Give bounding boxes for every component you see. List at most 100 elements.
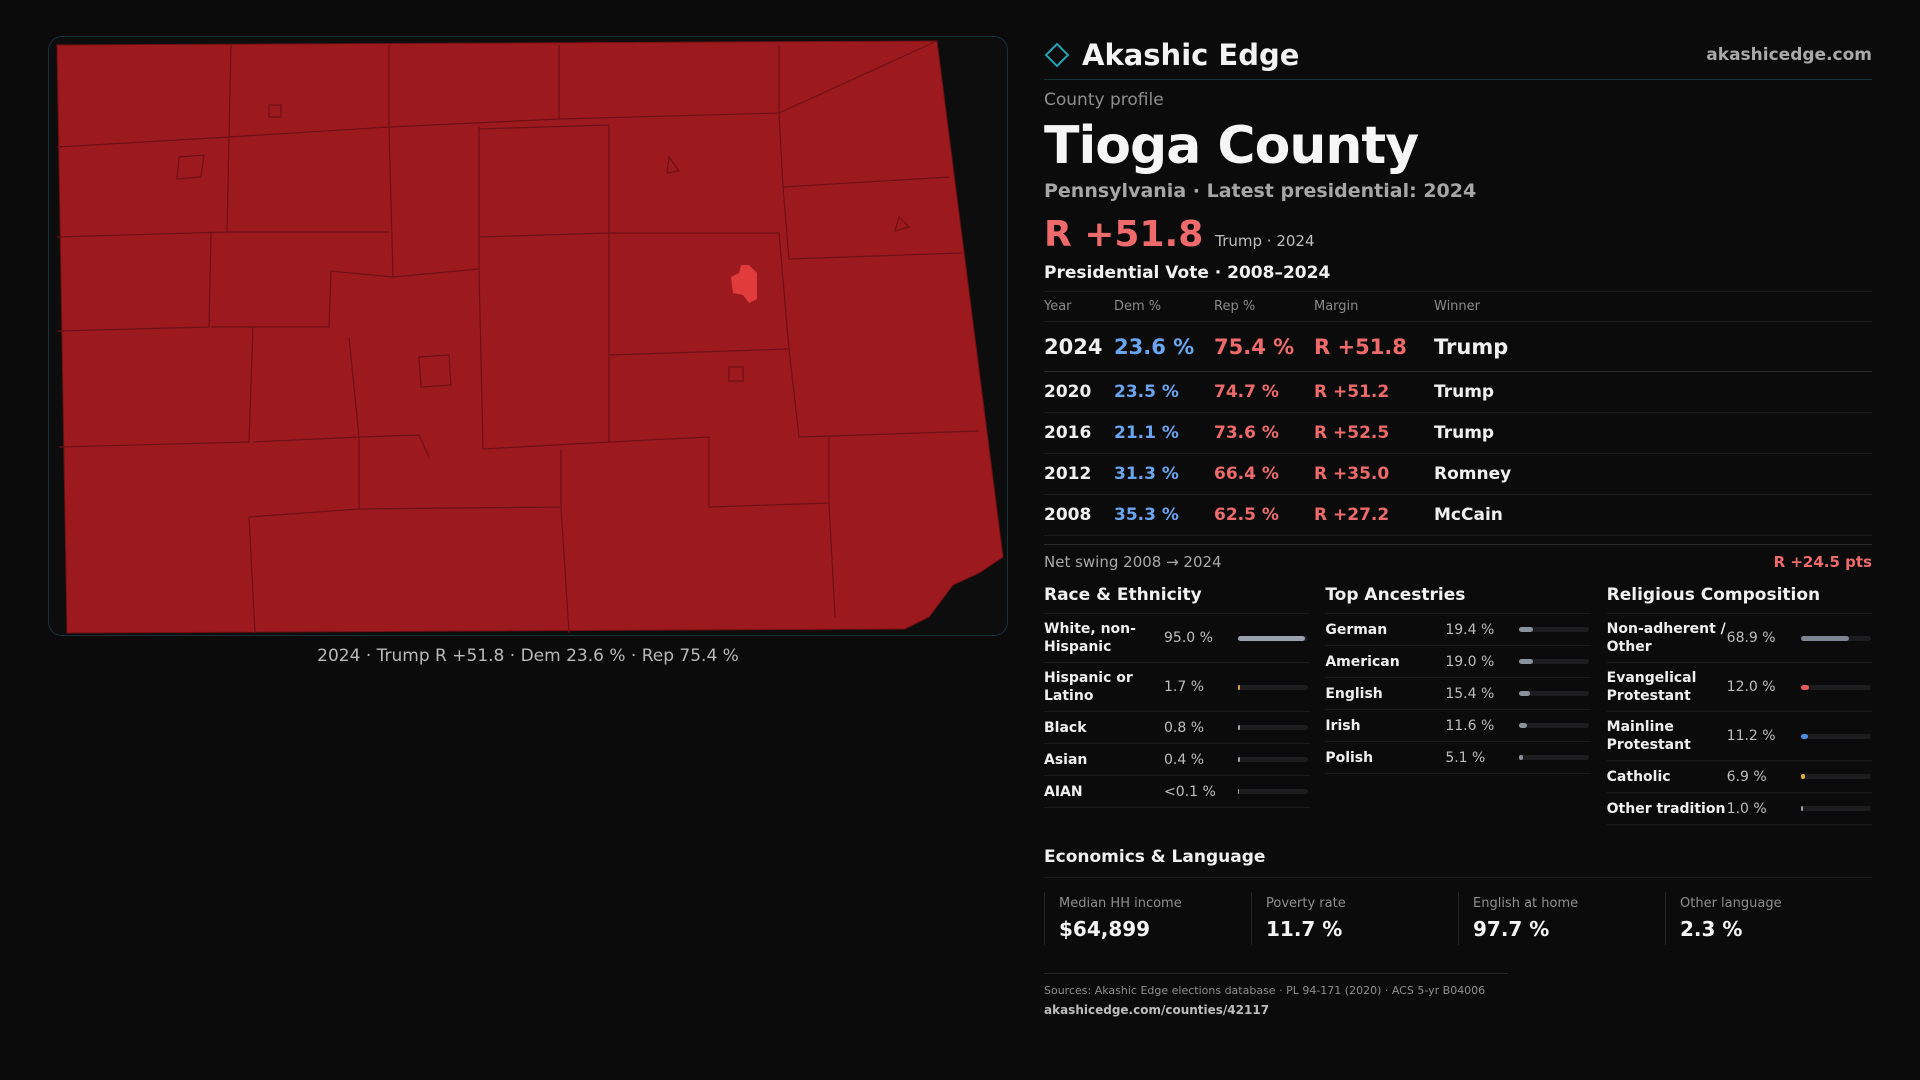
share-bar (1800, 635, 1871, 641)
margin-cell: R +51.8 (1314, 321, 1434, 372)
map-caption: 2024 · Trump R +51.8 · Dem 23.6 % · Rep … (317, 646, 739, 666)
table-row: 2008 35.3 % 62.5 % R +27.2 McCain (1044, 494, 1872, 536)
stat-label: English at home (1473, 896, 1579, 911)
share-bar (1238, 725, 1308, 730)
list-item: Irish 11.6 % (1325, 710, 1591, 742)
ancestries-section: Top Ancestries German 19.4 % American 19.0 … (1325, 585, 1591, 825)
col-header-dem: Dem % (1114, 291, 1214, 322)
winner-cell: Trump (1434, 321, 1872, 372)
footer: Sources: Akashic Edge elections database… (1044, 973, 1508, 1017)
share-bar-fill (1800, 806, 1803, 811)
stat-median-income: Median HH income $64,899 (1044, 892, 1251, 945)
item-label: Hispanic or Latino (1044, 670, 1133, 704)
col-header-winner: Winner (1434, 291, 1872, 322)
item-label: Irish (1325, 717, 1361, 734)
stat-value: 97.7 % (1473, 917, 1550, 941)
list-item: Black 0.8 % (1044, 712, 1310, 744)
economics-title: Economics & Language (1044, 847, 1872, 878)
share-bar (1238, 757, 1308, 762)
item-value: 11.6 % (1445, 717, 1495, 734)
share-bar-fill (1800, 635, 1849, 641)
winner-cell: Romney (1434, 453, 1872, 495)
subtitle: Pennsylvania · Latest presidential: 2024 (1044, 180, 1477, 202)
col-header-year: Year (1044, 291, 1114, 322)
stat-poverty-rate: Poverty rate 11.7 % (1251, 892, 1458, 945)
brand[interactable]: Akashic Edge (1044, 38, 1299, 72)
share-bar-fill (1519, 755, 1523, 760)
table-row: 2024 23.6 % 75.4 % R +51.8 Trump (1044, 321, 1872, 372)
county-shape[interactable] (56, 40, 1004, 634)
diamond-logo-icon (1044, 42, 1070, 68)
item-label: Asian (1044, 751, 1088, 768)
item-value: 1.7 % (1164, 679, 1205, 695)
list-item: German 19.4 % (1325, 614, 1591, 646)
list-item: Hispanic or Latino 1.7 % (1044, 663, 1310, 712)
list-item: English 15.4 % (1325, 678, 1591, 710)
religion-title: Religious Composition (1606, 585, 1872, 614)
dem-cell: 31.3 % (1114, 453, 1214, 495)
stat-label: Other language (1680, 896, 1782, 911)
item-value: 11.2 % (1726, 728, 1776, 744)
item-value: 12.0 % (1726, 679, 1776, 695)
item-value: 19.0 % (1445, 653, 1495, 670)
share-bar (1519, 659, 1590, 664)
headline-margin: R +51.8 Trump · 2024 (1044, 214, 1872, 255)
net-swing: Net swing 2008 → 2024 R +24.5 pts (1044, 544, 1872, 571)
item-label: Black (1044, 719, 1087, 736)
year-cell: 2020 (1044, 371, 1114, 413)
margin-cell: R +52.5 (1314, 412, 1434, 454)
item-label: German (1325, 621, 1388, 638)
year-cell: 2008 (1044, 494, 1114, 536)
item-value: 6.9 % (1726, 768, 1767, 785)
col-header-margin: Margin (1314, 291, 1434, 322)
item-value: 0.8 % (1164, 719, 1205, 736)
dem-cell: 23.6 % (1114, 321, 1214, 372)
stat-label: Poverty rate (1266, 896, 1346, 911)
dem-cell: 21.1 % (1114, 412, 1214, 454)
list-item: Non-adherent / Other 68.9 % (1606, 614, 1872, 663)
kicker: County profile (1044, 90, 1164, 110)
stat-value: 11.7 % (1266, 917, 1343, 941)
county-map[interactable] (48, 36, 1008, 636)
header: Akashic Edge akashicedge.com (1044, 30, 1872, 80)
rep-cell: 62.5 % (1214, 494, 1314, 536)
brand-name: Akashic Edge (1082, 37, 1300, 72)
item-label: Evangelical Protestant (1606, 670, 1697, 704)
winner-cell: Trump (1434, 412, 1872, 454)
share-bar (1238, 684, 1308, 690)
share-bar (1800, 806, 1871, 811)
share-bar (1800, 684, 1871, 690)
share-bar (1519, 691, 1590, 696)
item-label: English (1325, 685, 1383, 702)
item-value: 15.4 % (1445, 685, 1495, 702)
highlighted-borough[interactable] (731, 265, 757, 303)
site-link[interactable]: akashicedge.com (1706, 44, 1872, 65)
sources-text: Sources: Akashic Edge elections database… (1044, 984, 1486, 997)
item-value: 1.0 % (1726, 800, 1767, 817)
item-value: 95.0 % (1164, 630, 1213, 646)
share-bar (1800, 733, 1871, 739)
share-bar-fill (1238, 725, 1241, 730)
county-profile-panel: Akashic Edge akashicedge.com County prof… (1044, 30, 1872, 1017)
stat-value: $64,899 (1059, 917, 1151, 941)
dem-cell: 35.3 % (1114, 494, 1214, 536)
table-row: 2016 21.1 % 73.6 % R +52.5 Trump (1044, 412, 1872, 454)
share-bar-fill (1238, 789, 1240, 794)
presidential-vote-title: Presidential Vote · 2008–2024 (1044, 263, 1331, 283)
share-bar (1519, 755, 1590, 760)
stat-label: Median HH income (1059, 896, 1182, 911)
headline-margin-sub: Trump · 2024 (1215, 232, 1315, 250)
item-value: 0.4 % (1164, 751, 1205, 768)
share-bar (1519, 627, 1590, 632)
share-bar-fill (1519, 627, 1533, 632)
list-item: Evangelical Protestant 12.0 % (1606, 663, 1872, 712)
share-bar-fill (1238, 757, 1241, 762)
list-item: White, non-Hispanic 95.0 % (1044, 614, 1310, 663)
race-ethnicity-title: Race & Ethnicity (1044, 585, 1310, 614)
net-swing-value: R +24.5 pts (1773, 553, 1872, 571)
source-url-link[interactable]: akashicedge.com/counties/42117 (1044, 1003, 1270, 1017)
margin-cell: R +51.2 (1314, 371, 1434, 413)
ancestries-title: Top Ancestries (1325, 585, 1591, 614)
race-ethnicity-section: Race & Ethnicity White, non-Hispanic 95.0… (1044, 585, 1310, 825)
headline-margin-value: R +51.8 (1044, 214, 1204, 255)
